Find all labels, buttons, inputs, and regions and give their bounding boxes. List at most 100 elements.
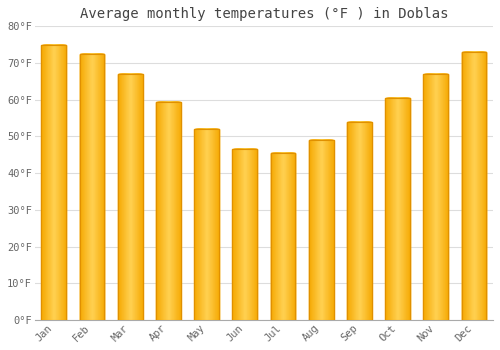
Bar <box>202 129 211 320</box>
Bar <box>321 140 322 320</box>
Bar <box>88 54 96 320</box>
Bar <box>270 153 295 320</box>
Bar <box>124 74 137 320</box>
Bar <box>240 149 249 320</box>
Bar <box>350 122 368 320</box>
Bar <box>428 74 443 320</box>
Bar <box>168 102 169 320</box>
Bar <box>123 74 137 320</box>
Bar <box>463 52 484 320</box>
Bar <box>434 74 437 320</box>
Bar <box>240 149 250 320</box>
Bar <box>160 102 176 320</box>
Bar <box>238 149 252 320</box>
Bar <box>198 129 216 320</box>
Bar <box>53 45 54 320</box>
Bar <box>44 45 63 320</box>
Bar <box>386 98 409 320</box>
Bar <box>424 74 448 320</box>
Bar <box>429 74 442 320</box>
Bar <box>156 102 180 320</box>
Bar <box>236 149 254 320</box>
Bar <box>241 149 248 320</box>
Bar <box>359 122 360 320</box>
Bar <box>464 52 484 320</box>
Bar <box>242 149 247 320</box>
Bar <box>354 122 364 320</box>
Bar <box>432 74 439 320</box>
Bar <box>161 102 176 320</box>
Bar <box>84 54 100 320</box>
Bar <box>434 74 438 320</box>
Bar <box>159 102 178 320</box>
Bar <box>357 122 362 320</box>
Bar <box>313 140 330 320</box>
Bar <box>234 149 256 320</box>
Bar <box>394 98 400 320</box>
Bar <box>424 74 448 320</box>
Bar <box>466 52 482 320</box>
Bar <box>47 45 61 320</box>
Bar <box>430 74 442 320</box>
Bar <box>204 129 210 320</box>
Bar <box>464 52 484 320</box>
Bar <box>395 98 400 320</box>
Bar <box>470 52 478 320</box>
Bar <box>392 98 403 320</box>
Bar <box>468 52 480 320</box>
Bar <box>157 102 180 320</box>
Bar <box>427 74 444 320</box>
Bar <box>472 52 476 320</box>
Bar <box>206 129 207 320</box>
Bar <box>314 140 328 320</box>
Bar <box>387 98 408 320</box>
Bar <box>348 122 370 320</box>
Bar <box>80 54 104 320</box>
Bar <box>198 129 214 320</box>
Bar <box>282 153 284 320</box>
Bar <box>48 45 59 320</box>
Bar <box>124 74 136 320</box>
Bar <box>50 45 58 320</box>
Bar <box>196 129 218 320</box>
Bar <box>355 122 364 320</box>
Bar <box>392 98 404 320</box>
Bar <box>468 52 480 320</box>
Bar <box>314 140 329 320</box>
Bar <box>122 74 138 320</box>
Bar <box>238 149 251 320</box>
Bar <box>394 98 402 320</box>
Bar <box>394 98 402 320</box>
Bar <box>309 140 334 320</box>
Bar <box>386 98 408 320</box>
Bar <box>311 140 332 320</box>
Bar <box>319 140 323 320</box>
Bar <box>310 140 333 320</box>
Bar <box>462 52 485 320</box>
Bar <box>355 122 364 320</box>
Bar <box>86 54 98 320</box>
Bar <box>156 102 181 320</box>
Bar <box>125 74 136 320</box>
Bar <box>88 54 96 320</box>
Bar <box>316 140 327 320</box>
Bar <box>394 98 401 320</box>
Bar <box>201 129 212 320</box>
Bar <box>389 98 406 320</box>
Bar <box>157 102 180 320</box>
Bar <box>349 122 370 320</box>
Bar <box>424 74 447 320</box>
Bar <box>470 52 478 320</box>
Bar <box>430 74 441 320</box>
Bar <box>348 122 372 320</box>
Bar <box>90 54 94 320</box>
Bar <box>424 74 448 320</box>
Bar <box>390 98 406 320</box>
Bar <box>396 98 399 320</box>
Bar <box>430 74 442 320</box>
Bar <box>126 74 134 320</box>
Bar <box>240 149 250 320</box>
Bar <box>42 45 66 320</box>
Bar <box>162 102 175 320</box>
Bar <box>206 129 208 320</box>
